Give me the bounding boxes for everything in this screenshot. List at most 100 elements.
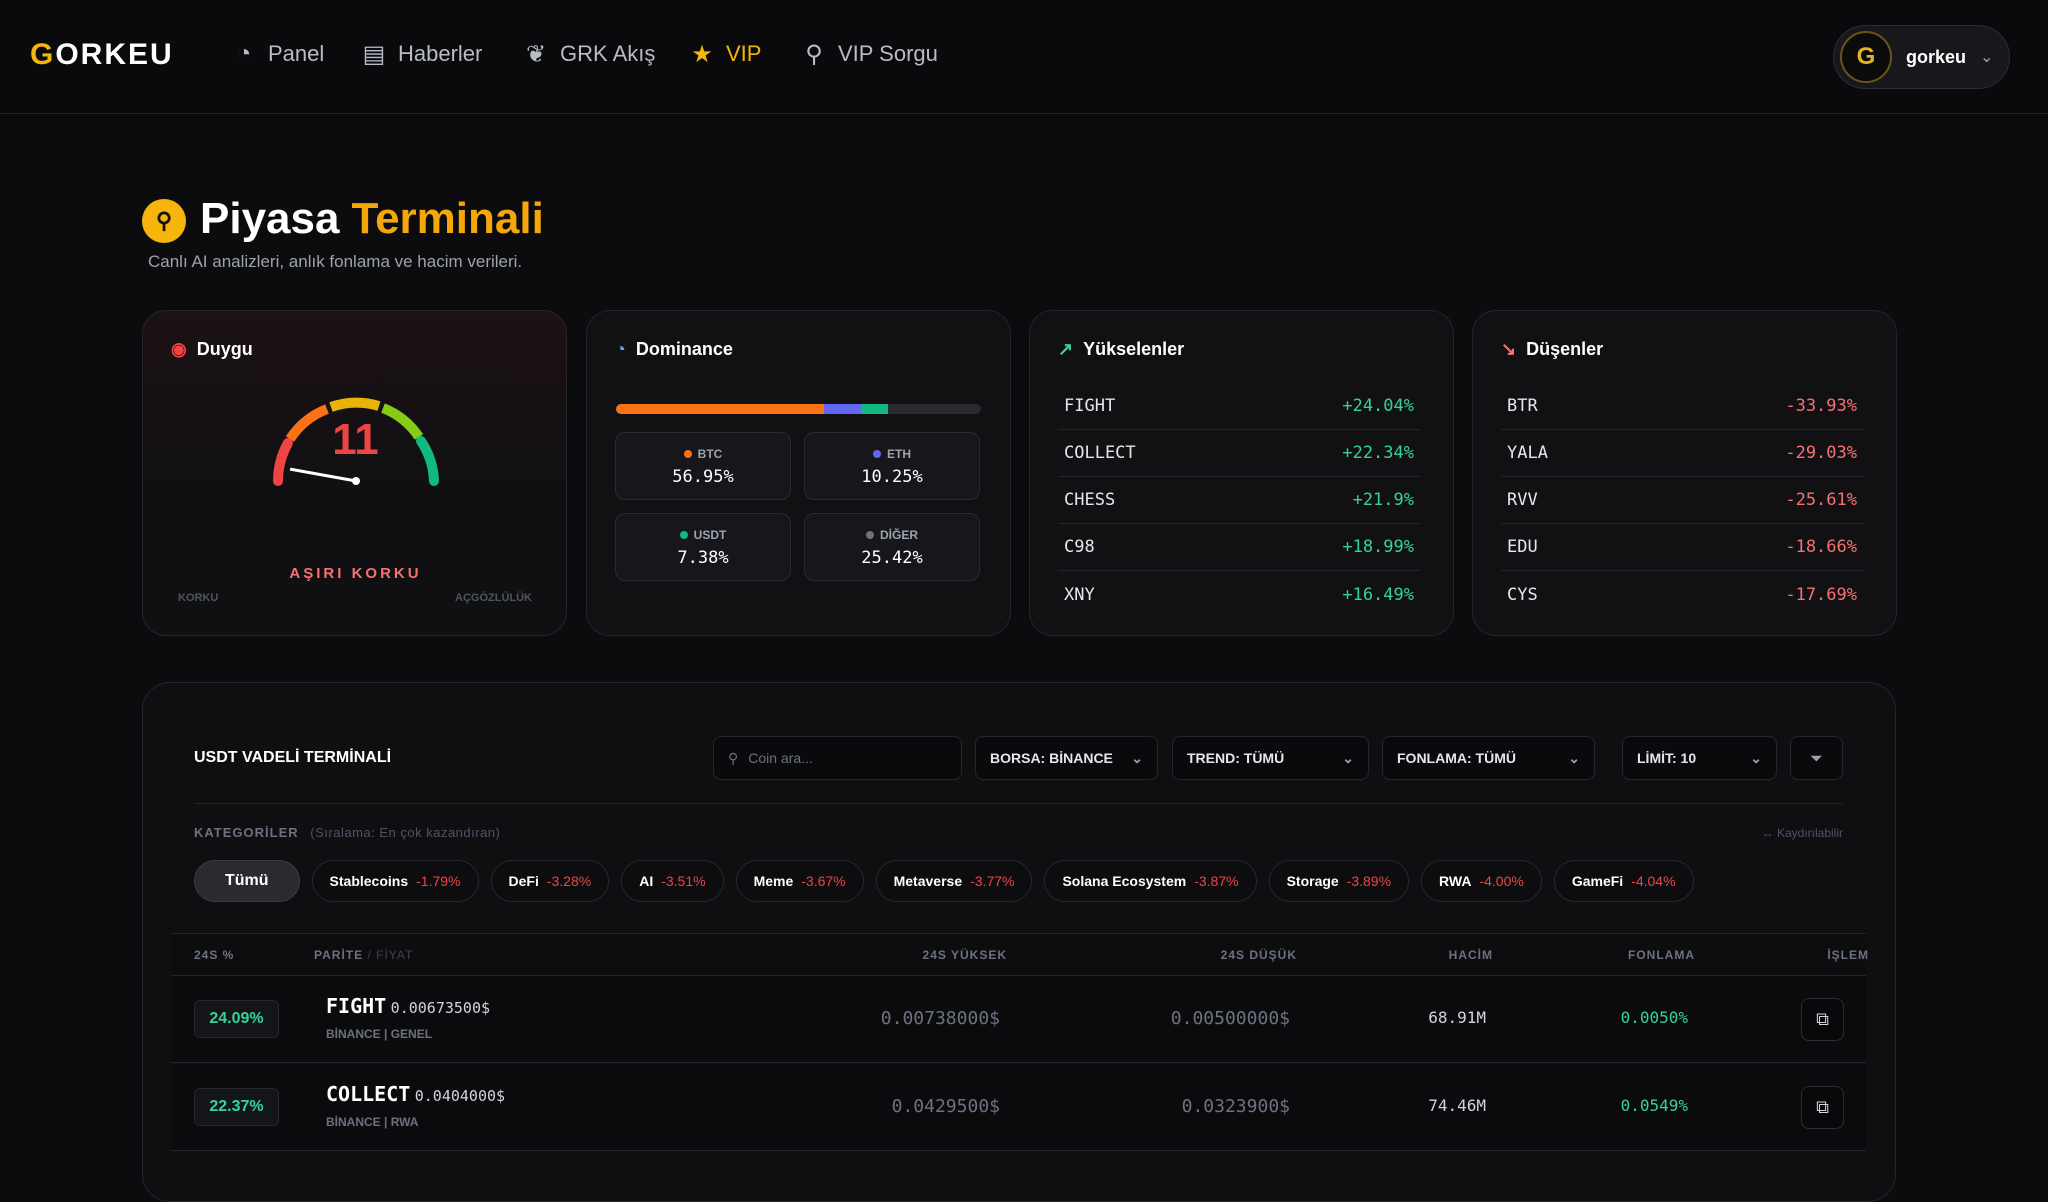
mover-row[interactable]: C98 +18.99%	[1058, 524, 1420, 571]
card-title: Yükselenler	[1083, 339, 1185, 359]
funding: 0.0050%	[1620, 1008, 1688, 1027]
col-funding[interactable]: FONLAMA	[1628, 948, 1695, 962]
nav-vip-sorgu[interactable]: ⚲ VIP Sorgu	[800, 40, 938, 68]
pair: FIGHT 0.00673500$	[326, 994, 491, 1018]
symbol: RVV	[1507, 490, 1538, 510]
pair-meta: BİNANCE | GENEL	[326, 1027, 433, 1041]
dominance-segment-btc	[616, 404, 824, 414]
nav-label: GRK Akış	[560, 41, 656, 66]
change: -33.93%	[1785, 396, 1857, 416]
fear-greed-gauge	[273, 397, 439, 486]
funding-select[interactable]: FONLAMA: TÜMÜ ⌄	[1382, 736, 1595, 780]
symbol: COLLECT	[1064, 443, 1136, 463]
symbol: C98	[1064, 537, 1095, 557]
pie-chart-icon: ◔	[236, 40, 252, 67]
nav-vip[interactable]: ★ VIP	[688, 40, 761, 68]
dominance-btc: BTC 56.95%	[615, 432, 791, 500]
page-subtitle: Canlı AI analizleri, anlık fonlama ve ha…	[148, 252, 523, 271]
external-link-icon[interactable]: ⧉	[1801, 998, 1844, 1041]
sentiment-label: AŞIRI KORKU	[289, 565, 422, 582]
chip-change: -3.77%	[970, 873, 1015, 889]
user-menu[interactable]: G gorkeu ⌄	[1833, 25, 2010, 89]
category-chip[interactable]: Meme -3.67%	[735, 860, 864, 902]
change: -18.66%	[1785, 537, 1857, 557]
category-chip[interactable]: DeFi -3.28%	[490, 860, 610, 902]
chip-change: -3.28%	[546, 873, 592, 889]
clear-filter-button[interactable]: ⏷	[1790, 736, 1843, 780]
sentiment-card: ◉ Duygu 11 AŞIRI KORKU KORKU AÇGÖZLÜLÜK	[142, 310, 567, 636]
dominance-other: DİĞER 25.42%	[804, 513, 980, 581]
category-chip[interactable]: RWA -4.00%	[1421, 860, 1542, 902]
feather-icon: ❦	[525, 40, 547, 68]
dominance-eth: ETH 10.25%	[804, 432, 980, 500]
nav-grk-akis[interactable]: ❦ GRK Akış	[522, 40, 655, 68]
chevron-down-icon: ⌄	[1750, 749, 1762, 766]
exchange-select[interactable]: BORSA: BİNANCE ⌄	[975, 736, 1158, 780]
nav-label: Panel	[268, 41, 325, 66]
funding: 0.0549%	[1620, 1096, 1688, 1115]
limit-select[interactable]: LİMİT: 10 ⌄	[1622, 736, 1777, 780]
dominance-usdt: USDT 7.38%	[615, 513, 791, 581]
gainers-card: ↗ Yükselenler FIGHT +24.04% COLLECT +22.34% C…	[1029, 310, 1454, 636]
categories-heading: KATEGORİLER (Sıralama: En çok kazandıran…	[194, 825, 501, 840]
card-title: Dominance	[635, 339, 733, 359]
mover-row[interactable]: CYS -17.69%	[1501, 571, 1863, 618]
mover-row[interactable]: XNY +16.49%	[1058, 571, 1420, 618]
chevron-down-icon: ⌄	[1342, 749, 1354, 766]
trend-select[interactable]: TREND: TÜMÜ ⌄	[1172, 736, 1369, 780]
change: -29.03%	[1785, 443, 1857, 463]
col-pair[interactable]: PARİTE / FİYAT	[314, 948, 414, 962]
terminal-title: USDT VADELİ TERMİNALİ	[194, 749, 392, 766]
table-row[interactable]: 22.37% COLLECT 0.0404000$ BİNANCE | RWA …	[171, 1064, 1866, 1151]
symbol: CHESS	[1064, 490, 1116, 510]
nav-haberler[interactable]: ▤ Haberler	[360, 40, 483, 68]
chip-label: Solana Ecosystem	[1062, 873, 1187, 889]
col-change[interactable]: 24S %	[194, 948, 235, 962]
change: +24.04%	[1342, 396, 1414, 416]
newspaper-icon: ▤	[362, 40, 386, 68]
dominance-segment-eth	[823, 404, 862, 414]
category-chip[interactable]: GameFi -4.04%	[1553, 860, 1694, 902]
mover-row[interactable]: EDU -18.66%	[1501, 524, 1863, 571]
mover-row[interactable]: RVV -25.61%	[1501, 477, 1863, 524]
col-low[interactable]: 24S DÜŞÜK	[1220, 948, 1297, 962]
pie-chart-icon: ◔	[615, 339, 626, 359]
trending-up-icon: ↗	[1058, 339, 1074, 359]
table-row[interactable]: 24.09% FIGHT 0.00673500$ BİNANCE | GENEL…	[171, 976, 1866, 1063]
mover-row[interactable]: YALA -29.03%	[1501, 430, 1863, 477]
nav-panel[interactable]: ◔ Panel	[230, 40, 325, 68]
chip-change: -3.89%	[1346, 873, 1392, 889]
chip-label: Meme	[753, 873, 794, 889]
low: 0.00500000$	[1170, 1008, 1290, 1029]
logo[interactable]: GORKEU	[30, 38, 174, 71]
category-chip[interactable]: Storage -3.89%	[1268, 860, 1410, 902]
coin-search-input[interactable]: ⚲ Coin ara...	[713, 736, 962, 780]
category-chip[interactable]: AI -3.51%	[621, 860, 724, 902]
mover-row[interactable]: CHESS +21.9%	[1058, 477, 1420, 524]
chip-change: -3.87%	[1194, 873, 1239, 889]
search-placeholder: Coin ara...	[748, 750, 813, 766]
mover-row[interactable]: COLLECT +22.34%	[1058, 430, 1420, 477]
symbol: EDU	[1507, 537, 1538, 557]
symbol: YALA	[1507, 443, 1548, 463]
filter-clear-icon: ⏷	[1810, 749, 1823, 766]
col-volume[interactable]: HACİM	[1448, 948, 1493, 962]
mover-row[interactable]: FIGHT +24.04%	[1058, 383, 1420, 430]
chip-change: -1.79%	[416, 873, 461, 889]
category-chip[interactable]: Solana Ecosystem -3.87%	[1044, 860, 1257, 902]
nav-label: Haberler	[398, 41, 483, 66]
min-label: KORKU	[178, 592, 219, 604]
mover-row[interactable]: BTR -33.93%	[1501, 383, 1863, 430]
losers-card: ↘ Düşenler BTR -33.93% YALA -29.03% RVV -25.61…	[1472, 310, 1897, 636]
card-title: Düşenler	[1526, 339, 1604, 359]
category-chip[interactable]: Metaverse -3.77%	[875, 860, 1033, 902]
symbol: BTR	[1507, 396, 1538, 416]
page-title: Piyasa Terminali	[200, 194, 544, 243]
col-high[interactable]: 24S YÜKSEK	[922, 948, 1007, 962]
gauge-icon: ◉	[171, 339, 187, 359]
chip-change: -3.51%	[661, 873, 706, 889]
category-chip[interactable]: Tümü	[194, 860, 300, 902]
external-link-icon[interactable]: ⧉	[1801, 1086, 1844, 1129]
col-action: İŞLEM	[1827, 948, 1869, 962]
category-chip[interactable]: Stablecoins -1.79%	[311, 860, 479, 902]
